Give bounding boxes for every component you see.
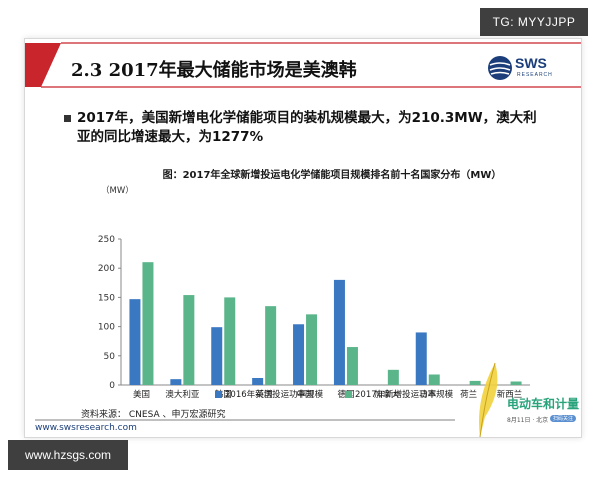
footer-divider	[35, 419, 455, 421]
bar-2016	[211, 327, 223, 385]
y-tick-label: 150	[98, 293, 115, 303]
bar-2017	[510, 381, 522, 385]
legend-label: 2017年新增投运功率规模	[355, 389, 454, 399]
header-frame-line	[41, 42, 581, 88]
ev-watermark-name: 电动车和计量	[507, 397, 580, 411]
page-title: 2.3 2017年最大储能市场是美澳韩	[71, 60, 357, 81]
bar-2016	[333, 279, 345, 385]
x-tick-label: 澳大利亚	[165, 389, 200, 399]
feather-icon	[479, 362, 498, 437]
bar-2016	[415, 332, 427, 385]
bar-2016	[252, 377, 264, 385]
site-watermark-badge: www.hzsgs.com	[8, 440, 128, 470]
bar-chart: 050100150200250美国澳大利亚韩国英国中国德国加拿大日本荷兰新西兰2…	[98, 235, 530, 399]
y-tick-label: 0	[109, 381, 115, 391]
y-tick-label: 50	[104, 352, 116, 362]
bar-2017	[183, 295, 195, 385]
logo-name: SWS	[515, 55, 547, 71]
sws-logo: SWS RESEARCH	[487, 53, 567, 85]
ev-watermark-badge: 扫码关注	[550, 415, 577, 422]
bullet-point: 2017年，美国新增电化学储能项目的装机规模最大，为210.3MW，澳大利亚的同…	[64, 109, 537, 147]
source-note: 资料来源： CNESA 、申万宏源研究	[81, 410, 226, 420]
bar-2017	[346, 347, 358, 385]
bullet-text: 2017年，美国新增电化学储能项目的装机规模最大，为210.3MW，澳大利亚的同…	[77, 110, 537, 145]
x-tick-label: 韩国	[215, 389, 232, 399]
bar-2017	[142, 262, 154, 385]
bar-2017	[469, 380, 481, 385]
bar-2016	[170, 379, 182, 385]
bar-2017	[224, 297, 236, 385]
y-tick-label: 250	[98, 235, 115, 245]
bar-2017	[306, 314, 318, 385]
legend-swatch	[345, 391, 352, 398]
ev-watermark: 电动车和计量 8月11日 · 北京 扫码关注	[455, 359, 581, 437]
y-axis-unit: （MW）	[101, 186, 134, 196]
y-tick-label: 100	[98, 323, 115, 333]
presentation-slide: 2.3 2017年最大储能市场是美澳韩 SWS RESEARCH 2017年，美…	[24, 38, 582, 438]
logo-subtitle: RESEARCH	[517, 72, 553, 78]
legend-swatch	[215, 391, 222, 398]
chart-title: 图：2017年全球新增投运电化学储能项目规模排名前十名国家分布（MW）	[162, 170, 502, 181]
header-band	[25, 42, 581, 88]
red-accent-shape	[25, 43, 61, 87]
square-bullet-icon	[64, 115, 71, 122]
legend-label: 2016年新增投运功率规模	[225, 389, 324, 399]
globe-icon	[488, 56, 512, 80]
tg-watermark-badge: TG: MYYJJPP	[480, 8, 588, 36]
bar-2017	[428, 374, 440, 385]
bar-2017	[265, 306, 277, 385]
x-tick-label: 美国	[133, 389, 150, 399]
x-tick-label: 中国	[297, 389, 314, 399]
x-tick-label: 荷兰	[460, 389, 477, 399]
x-tick-label: 英国	[256, 389, 273, 399]
x-tick-label: 日本	[419, 389, 437, 399]
ev-watermark-sub: 8月11日 · 北京	[507, 417, 549, 424]
x-tick-label: 新西兰	[497, 389, 523, 399]
footer-website: www.swsresearch.com	[35, 423, 137, 433]
x-tick-label: 加拿大	[374, 389, 400, 399]
y-tick-label: 200	[98, 264, 115, 274]
bar-2016	[129, 299, 141, 385]
bar-2017	[387, 369, 399, 385]
bar-2016	[293, 324, 305, 385]
